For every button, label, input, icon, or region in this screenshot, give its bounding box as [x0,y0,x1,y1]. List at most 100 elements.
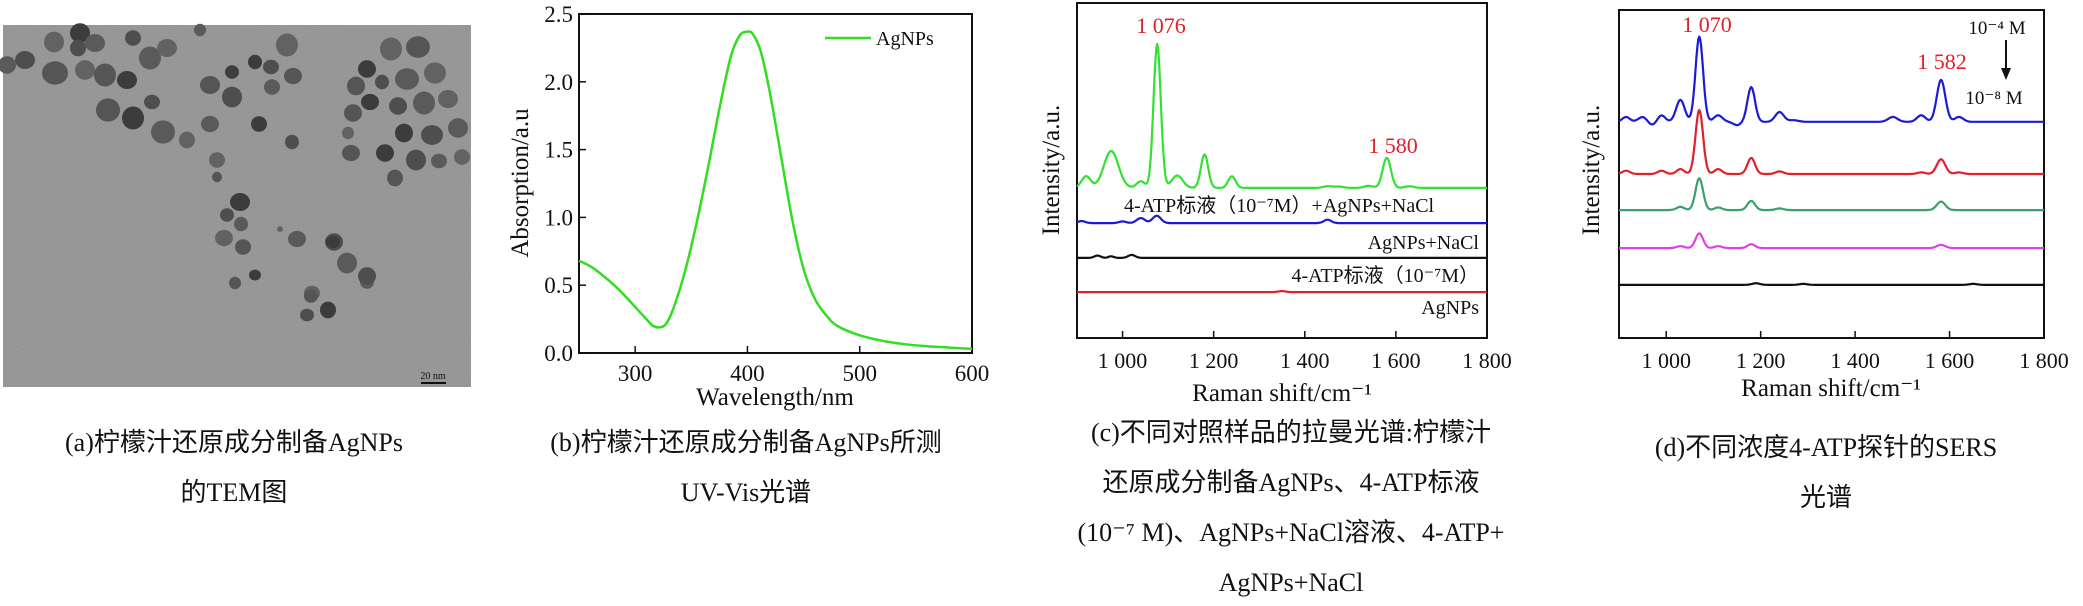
legend-label: AgNPs [876,28,934,50]
caption-line: UV-Vis光谱 [680,478,812,507]
nanoparticle [151,120,175,144]
arrow-head-icon [2001,68,2011,80]
plot-frame [578,13,973,354]
nanoparticle [406,36,430,58]
nanoparticle [201,115,219,133]
spectrum-line-1 [1618,108,2045,176]
series-label-agnps-nacl: AgNPs+NaCl [1368,232,1480,254]
nanoparticle [421,125,443,145]
x-tick-label: 600 [955,361,990,386]
nanoparticle [389,97,407,115]
x-tick-label: 1 000 [1641,348,1691,373]
series-line-agnps [578,30,973,351]
concentration-high-label: 10⁻⁴ M [1968,18,2025,39]
nanoparticle [380,37,402,61]
x-axis-title: Raman shift/cm⁻¹ [1741,375,1921,402]
nanoparticle [347,76,365,96]
nanoparticle [42,61,68,85]
spectrum-line-0 [1618,35,2045,127]
spectrum-line-2 [1076,253,1488,259]
nanoparticle [337,252,357,274]
x-tick-label: 1 200 [1736,348,1786,373]
nanoparticle [448,118,468,138]
nanoparticle [344,104,362,122]
raman-control-chart: 1 000 1 200 1 400 1 600 1 800 1 076 1 580 4-… [1038,2,1512,407]
caption-line: (d)不同浓度4-ATP探针的SERS [1654,433,1998,462]
nanoparticle [342,144,360,162]
caption-line: (b)柠檬汁还原成分制备AgNPs所测 [550,428,942,457]
x-axis-title: Wavelength/nm [696,384,854,411]
x-tick-label: 1 600 [1371,348,1421,373]
nanoparticle [358,267,376,285]
peak-label-1076: 1 076 [1136,13,1186,38]
nanoparticle [361,93,379,111]
caption-line: (a)柠檬汁还原成分制备AgNPs [65,428,403,457]
nanoparticle [220,208,234,222]
caption-a: (a)柠檬汁还原成分制备AgNPs 的TEM图 [65,418,403,518]
x-tick-label: 1 200 [1189,348,1239,373]
spectrum-line-4 [1618,282,2045,286]
x-tick-label: 500 [842,361,877,386]
caption-line: 的TEM图 [180,478,288,507]
nanoparticle [70,39,86,57]
x-tick-label: 1 000 [1098,348,1148,373]
nanoparticle [15,51,35,69]
nanoparticle [263,59,279,75]
nanoparticle [85,34,105,52]
nanoparticle [117,71,137,89]
nanoparticle [122,106,144,130]
nanoparticle [200,76,220,94]
nanoparticle [342,126,354,140]
y-axis-title: Intensity/a.u. [1578,105,1605,236]
nanoparticle [139,46,161,70]
nanoparticle [125,30,141,46]
series-label-agnps: AgNPs [1421,297,1479,319]
nanoparticle [387,169,403,187]
nanoparticle [225,65,239,79]
nanoparticle [234,216,248,232]
x-tick-label: 1 400 [1830,348,1880,373]
y-tick-label: 2.5 [544,2,573,27]
nanoparticle [96,98,120,122]
nanoparticle [413,91,435,115]
peak-label-1070: 1 070 [1682,12,1732,37]
caption-d: (d)不同浓度4-ATP探针的SERS 光谱 [1655,423,1997,523]
nanoparticle [194,23,206,37]
nanoparticle [229,276,241,290]
y-axis-title: Intensity/a.u. [1038,105,1065,236]
x-tick-label: 300 [618,361,653,386]
nanoparticle [376,144,394,162]
x-tick-label: 400 [730,361,765,386]
y-tick-label: 0.0 [544,341,573,366]
uv-vis-chart: 300 400 500 600 0.0 0.5 1.0 1.5 2.0 2.5 AgNPs Wav… [507,2,989,411]
caption-line: 光谱 [1799,483,1853,512]
nanoparticle [285,134,299,150]
nanoparticle [249,269,261,281]
nanoparticle [215,229,233,247]
caption-b: (b)柠檬汁还原成分制备AgNPs所测 UV-Vis光谱 [550,418,941,518]
caption-line: 还原成分制备AgNPs、4-ATP标液 [1102,468,1480,497]
caption-line: AgNPs+NaCl [1218,568,1364,597]
nanoparticle [395,123,413,143]
x-tick-label: 1 800 [2019,348,2069,373]
spectrum-line-2 [1618,177,2045,212]
peak-label-1582: 1 582 [1917,49,1967,74]
nanoparticle [75,60,95,80]
nanoparticle [251,116,267,132]
nanoparticle [276,33,298,57]
spectrum-line-3 [1618,232,2045,250]
series-label-atp-standard: 4-ATP标液（10⁻⁷M） [1291,264,1479,287]
nanoparticle [284,67,302,85]
x-tick-label: 1 400 [1280,348,1330,373]
nanoparticle [304,289,318,303]
nanoparticle [248,54,262,70]
nanoparticle [454,149,470,165]
nanoparticle [277,226,283,232]
y-tick-label: 0.5 [544,273,573,298]
nanoparticle [144,94,160,110]
nanoparticle [0,56,16,74]
x-tick-label: 1 600 [1925,348,1975,373]
nanoparticle [94,63,116,87]
